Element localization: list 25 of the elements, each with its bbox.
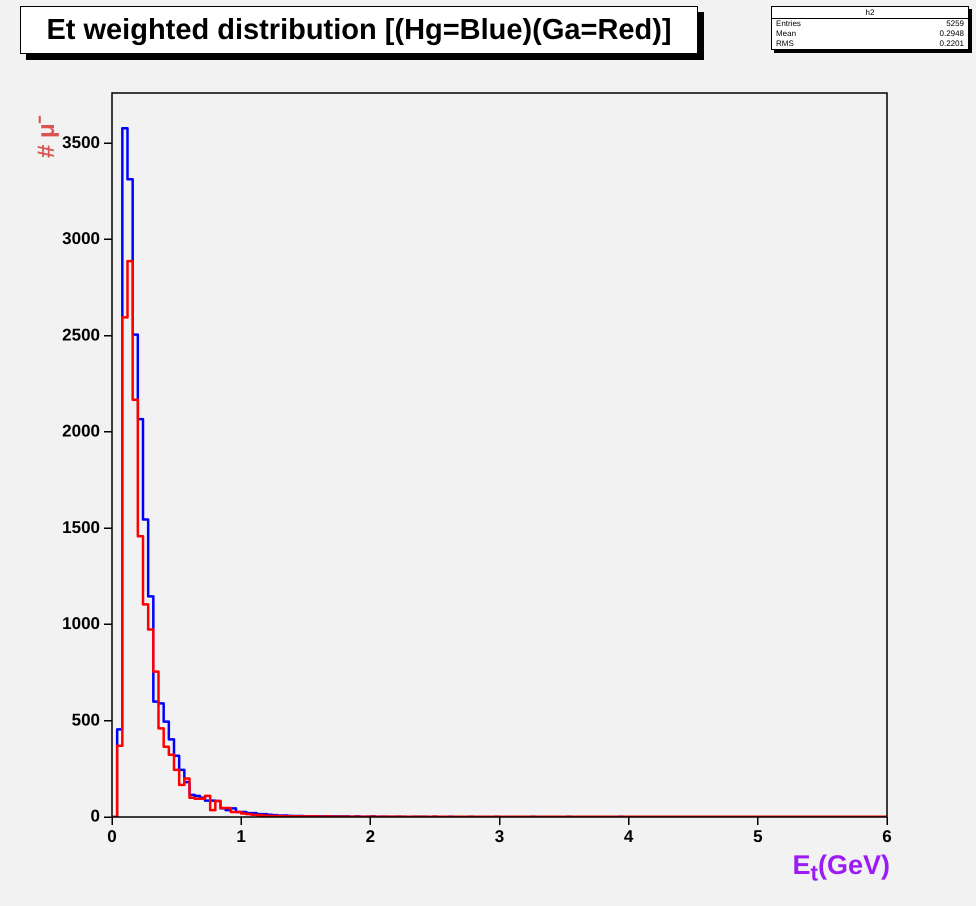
y-tick-label: 2000 <box>62 422 100 441</box>
x-tick-label: 0 <box>107 826 117 846</box>
y-tick-label: 500 <box>72 710 100 730</box>
y-axis-title: # μ⁻ <box>32 115 61 158</box>
x-axis-title: E$_{t}$(GeV) <box>792 850 890 886</box>
text: RMS <box>776 39 794 49</box>
x-tick-label: 5 <box>753 826 763 846</box>
y-tick-label: 1000 <box>62 614 100 634</box>
y-tick-label: 3500 <box>62 132 100 152</box>
y-tick-label: 2500 <box>62 325 100 344</box>
text: 0.2948 <box>940 29 964 39</box>
text: h2 <box>772 7 968 19</box>
x-tick-label: 2 <box>366 826 376 846</box>
text: 0.2201 <box>940 39 964 49</box>
y-tick-label: 0 <box>90 806 100 826</box>
chart-title: Et weighted distribution [(Hg=Blue)(Ga=Red)] <box>20 6 698 54</box>
x-tick-label: 6 <box>882 826 892 846</box>
x-tick-label: 3 <box>494 826 504 846</box>
y-tick-label: 1500 <box>62 518 100 537</box>
text: Entries <box>776 19 801 29</box>
y-tick-label: 3000 <box>62 229 100 248</box>
text: 5259 <box>946 19 964 29</box>
text: Mean <box>776 29 796 39</box>
x-tick-label: 1 <box>236 826 246 846</box>
x-tick-label: 4 <box>624 826 634 846</box>
